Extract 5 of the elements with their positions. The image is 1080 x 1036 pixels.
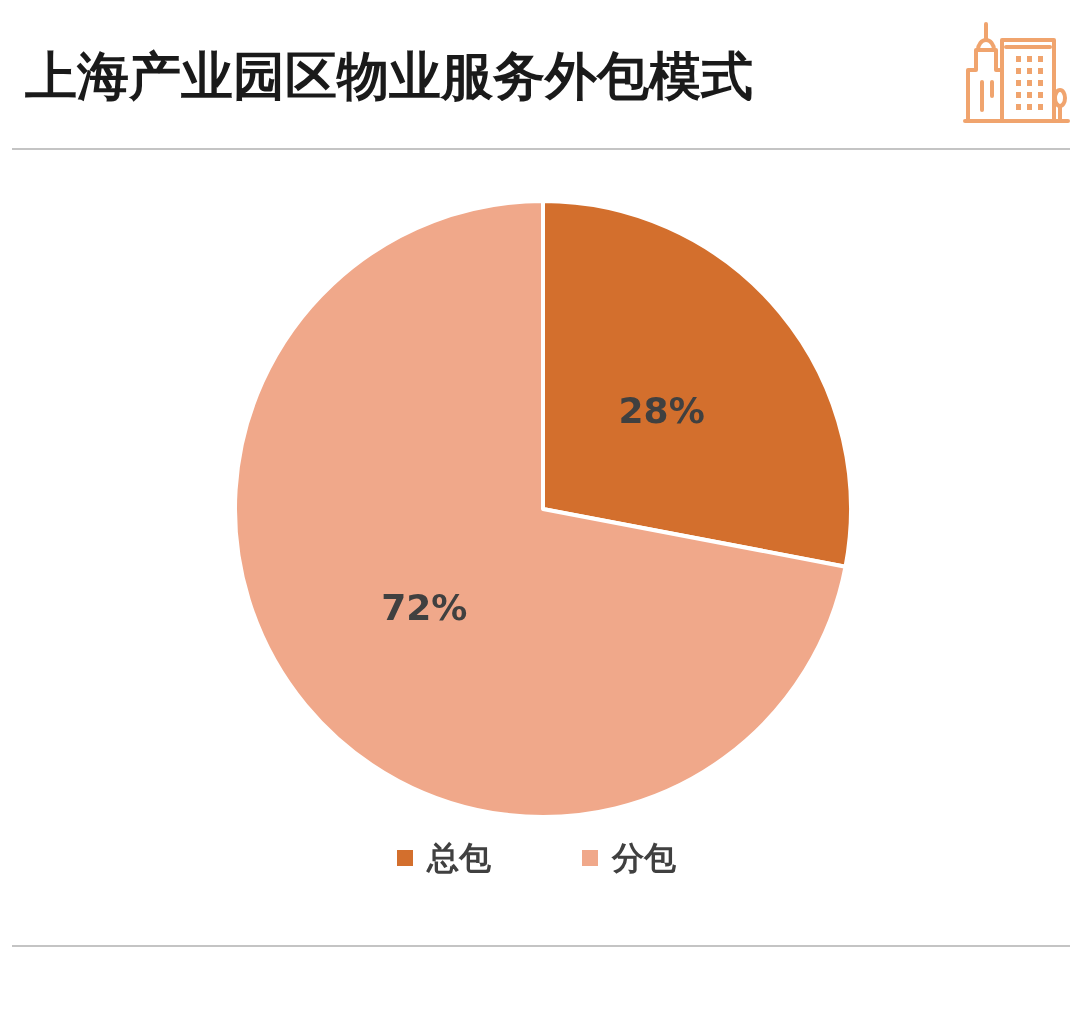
legend-label: 总包 [426,839,492,877]
data-label: 28% [618,390,705,432]
data-label: 72% [381,586,468,628]
legend-label: 分包 [611,839,677,877]
chart-title: 上海产业园区物业服务外包模式 [25,46,753,106]
